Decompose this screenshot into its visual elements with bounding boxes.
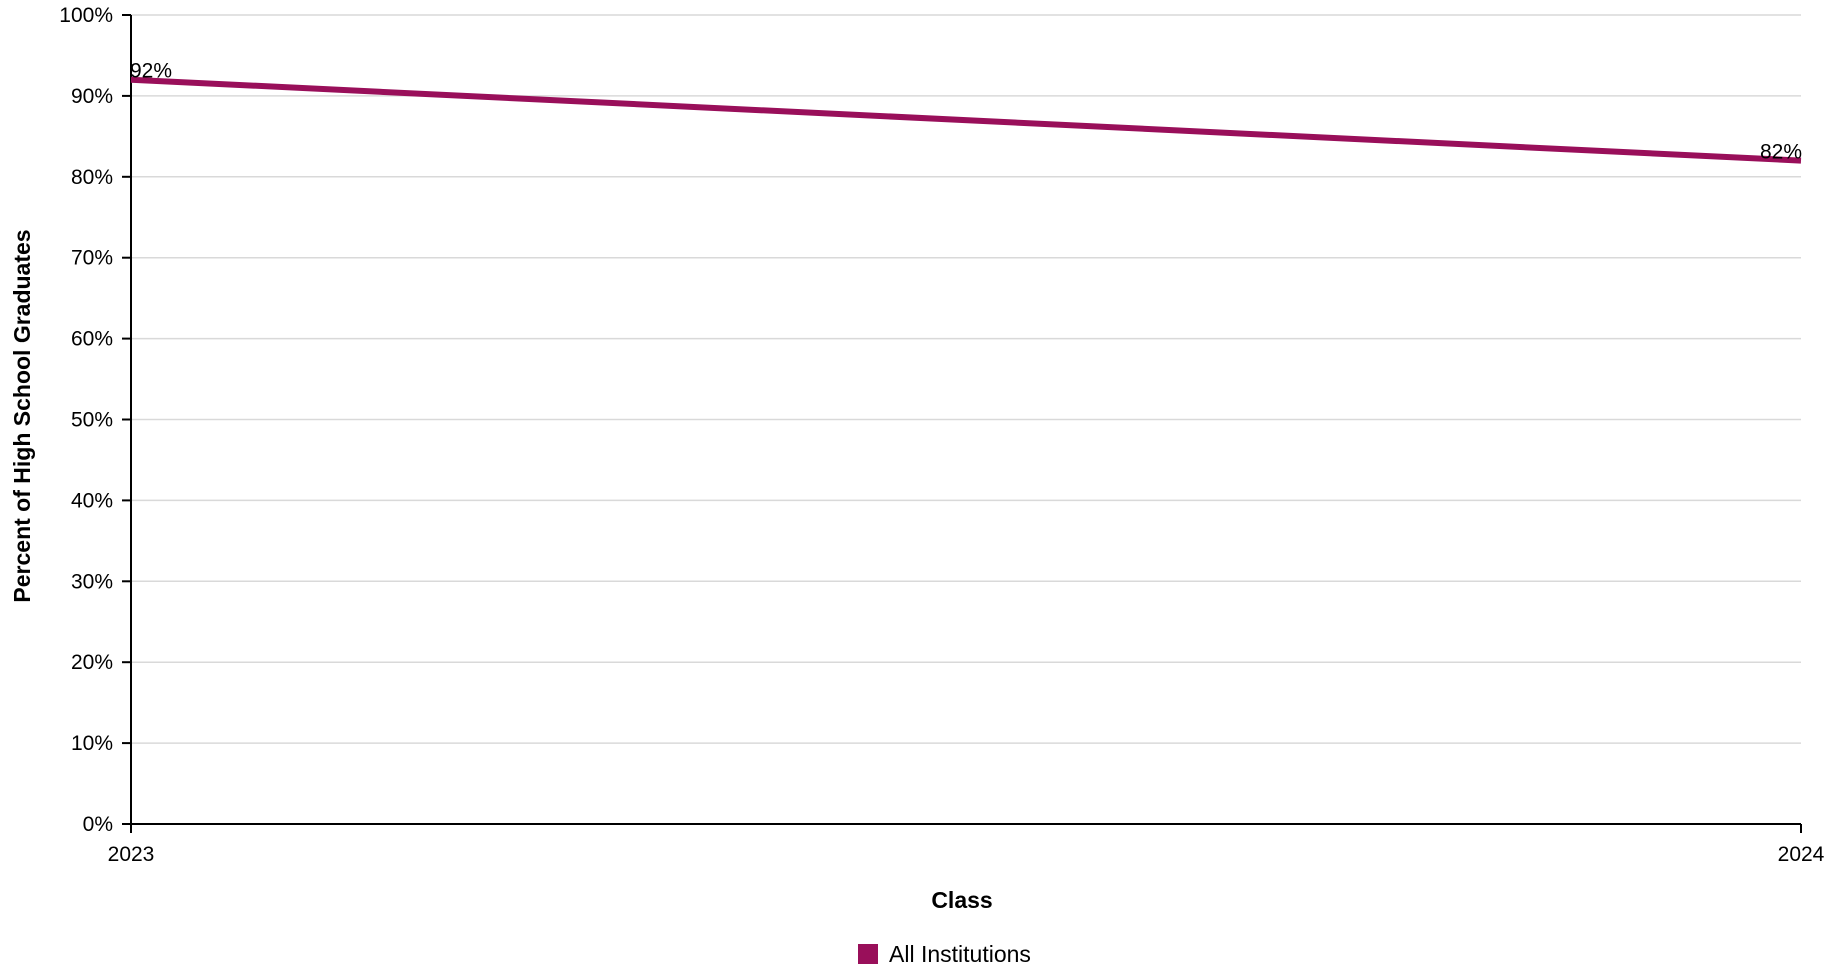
y-tick-label: 30% bbox=[71, 570, 113, 593]
y-axis-title: Percent of High School Graduates bbox=[9, 229, 35, 602]
legend-label: All Institutions bbox=[889, 941, 1031, 967]
y-tick-label: 60% bbox=[71, 328, 113, 351]
series-line bbox=[130, 76, 1802, 164]
y-tick-label: 70% bbox=[71, 247, 113, 270]
data-labels: 92% 82% bbox=[130, 60, 1802, 164]
y-tick-label: 80% bbox=[71, 166, 113, 189]
legend-swatch bbox=[858, 944, 878, 964]
x-tick-label: 2023 bbox=[108, 843, 155, 866]
x-axis-title: Class bbox=[931, 887, 992, 913]
data-label: 92% bbox=[130, 60, 172, 83]
y-tick-label: 90% bbox=[71, 85, 113, 108]
x-axis-ticks: 2023 2024 bbox=[108, 824, 1825, 866]
y-tick-label: 40% bbox=[71, 489, 113, 512]
y-tick-label: 20% bbox=[71, 651, 113, 674]
data-label: 82% bbox=[1760, 141, 1802, 164]
y-tick-label: 0% bbox=[83, 813, 113, 836]
x-tick-label: 2024 bbox=[1778, 843, 1825, 866]
y-tick-label: 50% bbox=[71, 409, 113, 432]
legend: All Institutions bbox=[858, 941, 1031, 967]
gridlines bbox=[131, 14, 1801, 744]
series bbox=[130, 76, 1802, 164]
y-tick-label: 10% bbox=[71, 732, 113, 755]
y-tick-label: 100% bbox=[59, 4, 113, 27]
y-axis-ticks: 0% 10% 20% 30% 40% 50% 60% 70% 80% 90% 100% bbox=[59, 4, 131, 836]
